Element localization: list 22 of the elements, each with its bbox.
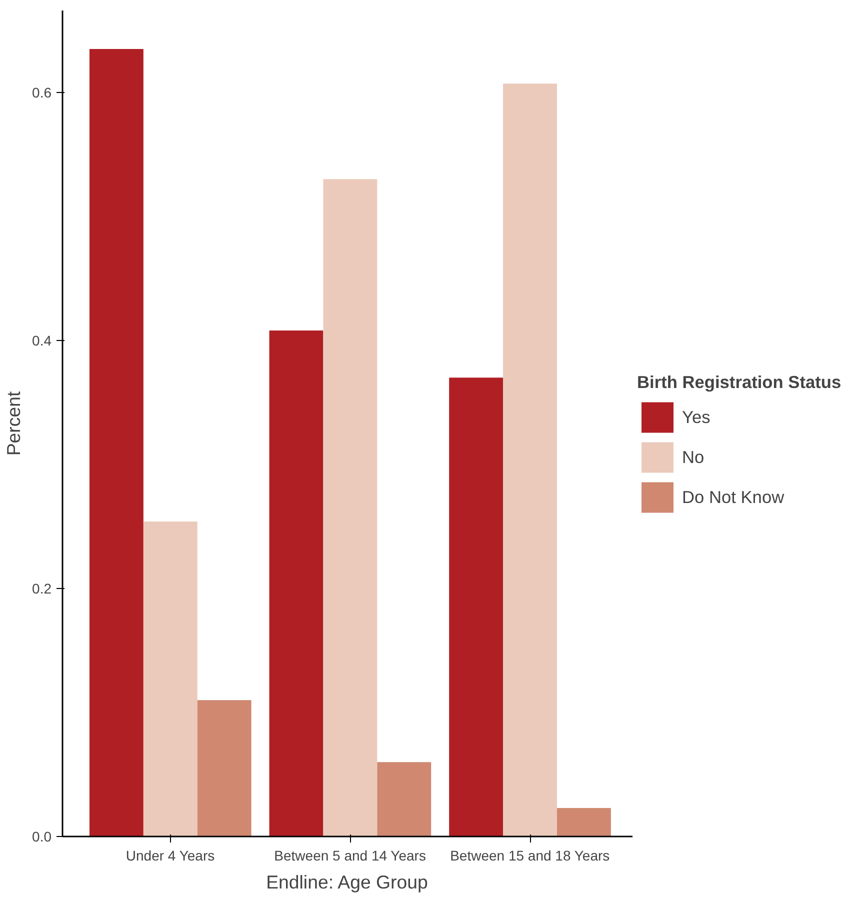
y-tick-label: 0.4 — [32, 332, 52, 348]
y-axis-title: Percent — [3, 390, 24, 456]
x-tick-label: Between 5 and 14 Years — [274, 848, 426, 864]
bar — [323, 179, 378, 836]
bar — [197, 700, 252, 836]
bar — [89, 48, 144, 836]
bar — [503, 84, 557, 836]
legend-label: Yes — [682, 406, 710, 428]
x-tick-label: Between 15 and 18 Years — [450, 848, 610, 864]
x-axis-title: Endline: Age Group — [266, 872, 428, 892]
bar — [377, 762, 432, 836]
bar — [556, 808, 611, 836]
bar — [449, 378, 504, 836]
legend-label: Do Not Know — [682, 486, 784, 508]
bar — [143, 521, 198, 836]
legend-title: Birth Registration Status — [637, 372, 842, 393]
x-tick-label: Under 4 Years — [126, 848, 215, 864]
y-tick-label: 0.0 — [32, 828, 52, 844]
bar — [269, 330, 324, 836]
y-tick-label: 0.2 — [32, 580, 52, 596]
legend-label: No — [682, 446, 704, 468]
y-tick-label: 0.6 — [32, 84, 52, 100]
